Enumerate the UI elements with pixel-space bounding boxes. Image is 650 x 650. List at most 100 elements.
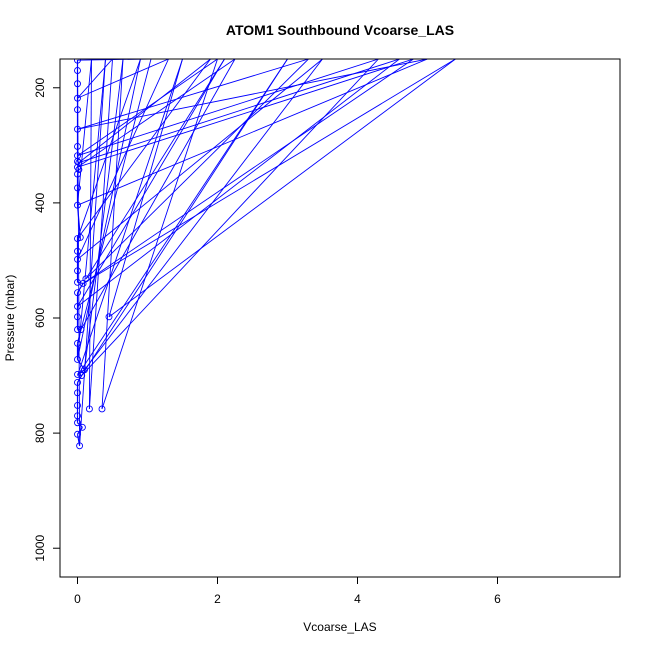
profile-segment — [76, 283, 84, 293]
y-tick-label: 200 — [33, 77, 47, 97]
data-point — [74, 389, 81, 397]
profile-segment — [77, 59, 141, 239]
profile-segment — [80, 59, 152, 330]
profile-segment — [85, 59, 309, 280]
data-point — [74, 94, 81, 102]
profile-segment — [77, 59, 414, 168]
x-tick-label: 6 — [494, 592, 501, 606]
data-point — [105, 313, 113, 321]
y-axis-label: Pressure (mbar) — [3, 275, 17, 362]
data-point — [75, 159, 83, 167]
profile-segment — [85, 59, 225, 280]
profile-segment — [77, 359, 85, 371]
profile-segment — [78, 59, 400, 164]
profile-segment — [79, 59, 106, 446]
profile-segment — [77, 59, 169, 260]
data-point — [74, 67, 81, 74]
profile-segment — [77, 59, 379, 157]
profile-segment — [77, 59, 218, 157]
data-point — [75, 166, 83, 173]
data-point — [78, 423, 86, 431]
data-point — [74, 326, 81, 333]
data-point — [77, 326, 85, 333]
profile-segment — [77, 59, 113, 99]
profile-segment — [77, 59, 309, 130]
data-point — [74, 379, 81, 386]
x-tick-label: 4 — [354, 592, 361, 606]
data-point — [74, 106, 81, 114]
profile-segment — [77, 59, 106, 360]
data-point — [74, 419, 81, 427]
data-point — [74, 370, 81, 378]
data-point — [76, 442, 84, 450]
profile-segment — [77, 236, 81, 240]
data-point — [74, 267, 81, 275]
data-point — [74, 430, 81, 438]
profile-segment — [77, 59, 428, 206]
profile-segment — [108, 59, 183, 317]
profile-segment — [77, 59, 169, 99]
profile-segment — [77, 59, 225, 307]
x-axis: 0 2 4 6 — [74, 576, 501, 606]
profile-segment — [88, 59, 113, 409]
data-point — [74, 247, 81, 255]
profile-segment — [82, 59, 414, 284]
data-point — [74, 303, 81, 310]
profile-segment — [77, 369, 85, 375]
data-point — [74, 170, 81, 178]
profile-segment — [77, 59, 211, 239]
profile-segment — [77, 59, 141, 360]
profile-segment — [78, 59, 211, 163]
profile-segment — [77, 59, 400, 307]
plot-area — [74, 59, 456, 450]
profile-segment — [76, 375, 83, 383]
y-tick-label: 400 — [33, 193, 47, 213]
profile-segment — [76, 166, 80, 170]
x-tick-label: 0 — [74, 592, 81, 606]
data-point — [74, 125, 81, 133]
data-point — [74, 402, 81, 409]
data-point — [82, 275, 90, 283]
data-point — [74, 289, 81, 297]
data-point — [74, 59, 81, 64]
profile-segment — [76, 329, 82, 344]
data-points — [74, 59, 113, 450]
data-point — [76, 233, 84, 241]
profile-segment — [77, 59, 92, 206]
y-tick-label: 800 — [33, 423, 47, 443]
profile-segment — [77, 59, 288, 376]
profile-segment — [81, 59, 379, 376]
x-axis-label: Vcoarse_LAS — [303, 620, 376, 634]
profile-segment — [77, 373, 82, 377]
profile-segment — [76, 434, 81, 446]
data-point — [74, 339, 81, 347]
profile-segment — [101, 59, 124, 409]
data-point — [74, 313, 81, 321]
data-point — [78, 372, 86, 380]
profile-segment — [77, 59, 323, 260]
profile-segment — [101, 59, 218, 410]
data-point — [85, 405, 93, 413]
profile-segment — [77, 427, 83, 435]
data-point — [98, 405, 106, 413]
chart-title: ATOM1 Southbound Vcoarse_LAS — [226, 22, 454, 38]
profile-segment — [84, 59, 124, 370]
profile-segment — [88, 59, 92, 409]
profile-segment — [81, 59, 288, 376]
profile-lines — [76, 59, 456, 446]
profile-segment — [84, 59, 323, 371]
data-point — [74, 80, 81, 88]
profile-segment — [77, 160, 80, 164]
data-point — [74, 201, 81, 209]
data-point — [74, 412, 81, 420]
data-point — [74, 184, 81, 192]
y-tick-label: 1000 — [33, 535, 47, 562]
data-point — [74, 143, 81, 150]
y-axis: 200 400 600 800 1000 — [33, 77, 61, 562]
y-tick-label: 600 — [33, 308, 47, 328]
profile-segment — [108, 59, 456, 318]
profile-segment — [82, 59, 456, 284]
data-point — [74, 355, 81, 363]
